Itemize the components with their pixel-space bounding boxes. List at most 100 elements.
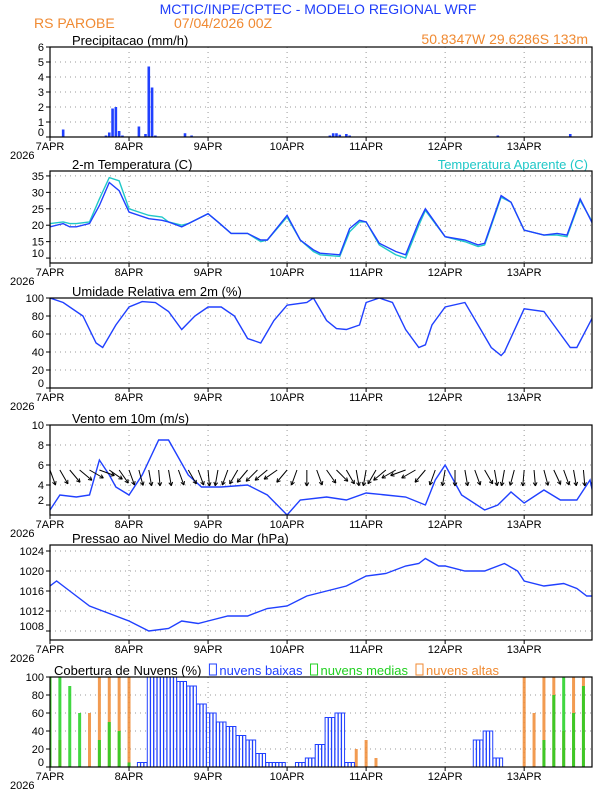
y-tick-label: 20 xyxy=(32,365,44,377)
precip-bar xyxy=(183,133,187,137)
wind-vector xyxy=(499,469,505,487)
plot-area xyxy=(50,176,592,259)
x-tick-label: 9APR xyxy=(194,771,223,783)
x-tick-label: 9APR xyxy=(194,519,223,531)
wind-vector xyxy=(381,469,396,479)
x-tick-label: 11APR xyxy=(349,519,383,531)
x-tick-label: 8APR xyxy=(115,519,144,531)
mid-cloud-bar xyxy=(581,686,585,767)
mid-cloud-bar xyxy=(562,677,566,767)
low-cloud-bar xyxy=(229,726,234,767)
low-cloud-bar xyxy=(186,685,191,767)
y-tick-label: 20 xyxy=(32,220,44,232)
y-tick-label: 15 xyxy=(32,237,44,249)
plot-area xyxy=(50,677,592,767)
y-tick-label: 4 xyxy=(38,480,44,492)
precip-bar xyxy=(137,126,141,137)
y-tick-label: 4 xyxy=(38,72,44,84)
panel-title: 2-m Temperatura (C) xyxy=(72,157,192,172)
low-cloud-bar xyxy=(304,757,309,767)
panel-title: Umidade Relativa em 2m (%) xyxy=(72,284,242,299)
plot-frame xyxy=(49,170,593,264)
wind-vector xyxy=(206,469,212,487)
x-tick-label: 12APR xyxy=(428,141,463,153)
legend-box-icon xyxy=(415,663,424,676)
low-cloud-bar xyxy=(146,677,151,767)
y-tick-label: 0 xyxy=(38,757,44,769)
high-cloud-bar xyxy=(97,677,101,767)
x-year-label: 2026 xyxy=(10,276,34,288)
legend-box-icon xyxy=(310,663,319,676)
wind-vector xyxy=(336,469,349,482)
low-cloud-bar xyxy=(344,762,349,767)
plot-area xyxy=(50,298,592,357)
low-cloud-bar xyxy=(472,739,477,767)
x-tick-label: 8APR xyxy=(115,644,144,656)
precip-bar xyxy=(111,108,114,137)
wind-vector xyxy=(316,469,324,486)
low-cloud-bar xyxy=(311,757,316,767)
y-tick-label: 60 xyxy=(32,708,44,720)
x-tick-label: 8APR xyxy=(115,771,144,783)
y-tick-label: 3 xyxy=(38,87,44,99)
x-year-label: 2026 xyxy=(10,150,34,162)
precip-bar xyxy=(328,135,332,137)
wind-vector xyxy=(494,469,500,487)
high-cloud-bar xyxy=(542,677,546,767)
wind-vector xyxy=(543,469,550,486)
low-cloud-bar xyxy=(308,757,313,767)
y-tick-label: 1008 xyxy=(20,621,44,633)
low-cloud-bar xyxy=(482,730,487,767)
low-cloud-bar xyxy=(235,735,240,767)
x-tick-label: 7APR xyxy=(36,519,65,531)
y-tick-label: 40 xyxy=(32,347,44,359)
wind-vector xyxy=(213,469,219,487)
mid-cloud-bar xyxy=(127,762,131,767)
x-tick-label: 7APR xyxy=(36,267,65,279)
x-year-label: 2026 xyxy=(10,528,34,540)
coordinates: 50.8347W 29.6286S 133m xyxy=(421,31,588,47)
low-cloud-bar xyxy=(245,739,250,767)
mid-cloud-bar xyxy=(107,722,111,767)
low-cloud-bar xyxy=(327,717,332,767)
x-tick-label: 11APR xyxy=(349,141,383,153)
wind-vector xyxy=(254,469,268,481)
x-tick-label: 12APR xyxy=(428,392,463,404)
panel-4: 1008 1012 1016 1020 1024 7APR 8APR 9APR 10APR 11A… xyxy=(10,531,593,665)
low-cloud-bar xyxy=(209,712,214,767)
high-cloud-bar xyxy=(522,677,526,767)
low-cloud-bar xyxy=(301,762,306,767)
wind-vector xyxy=(221,469,229,486)
low-cloud-bar xyxy=(176,681,181,767)
low-cloud-bar xyxy=(248,739,253,767)
wind-vector xyxy=(326,469,337,484)
y-tick-label: 1012 xyxy=(20,606,44,618)
precip-bar xyxy=(104,135,108,137)
wind-vector xyxy=(138,469,145,486)
wind-vector xyxy=(464,469,470,487)
wind-vector xyxy=(197,469,205,486)
plot-area xyxy=(50,439,592,515)
wind-speed-line xyxy=(50,439,592,515)
wind-vector xyxy=(390,469,406,477)
main-title: MCTIC/INPE/CPTEC - MODELO REGIONAL WRF xyxy=(160,1,477,17)
low-cloud-bar xyxy=(183,681,188,767)
low-cloud-bar xyxy=(192,685,197,767)
y-tick-label: 10 xyxy=(32,248,44,260)
wind-vector xyxy=(276,469,288,483)
x-tick-label: 10APR xyxy=(270,771,305,783)
low-cloud-bar xyxy=(271,762,276,767)
y-tick-label: 2 xyxy=(38,495,44,507)
panel-0: 01 2 3 4 5 6 7APR 8APR 9APR 10APR 11APR 12APR 13APR 2… xyxy=(10,33,593,162)
low-cloud-bar xyxy=(143,762,148,767)
low-cloud-bar xyxy=(252,739,257,767)
wind-vector xyxy=(373,469,387,481)
low-cloud-bar xyxy=(347,762,352,767)
x-tick-label: 8APR xyxy=(115,392,144,404)
wind-vector xyxy=(304,470,310,487)
low-cloud-bar xyxy=(318,744,323,767)
mid-cloud-bar xyxy=(68,686,72,767)
wind-vector xyxy=(187,469,197,485)
wind-vector xyxy=(229,469,239,485)
